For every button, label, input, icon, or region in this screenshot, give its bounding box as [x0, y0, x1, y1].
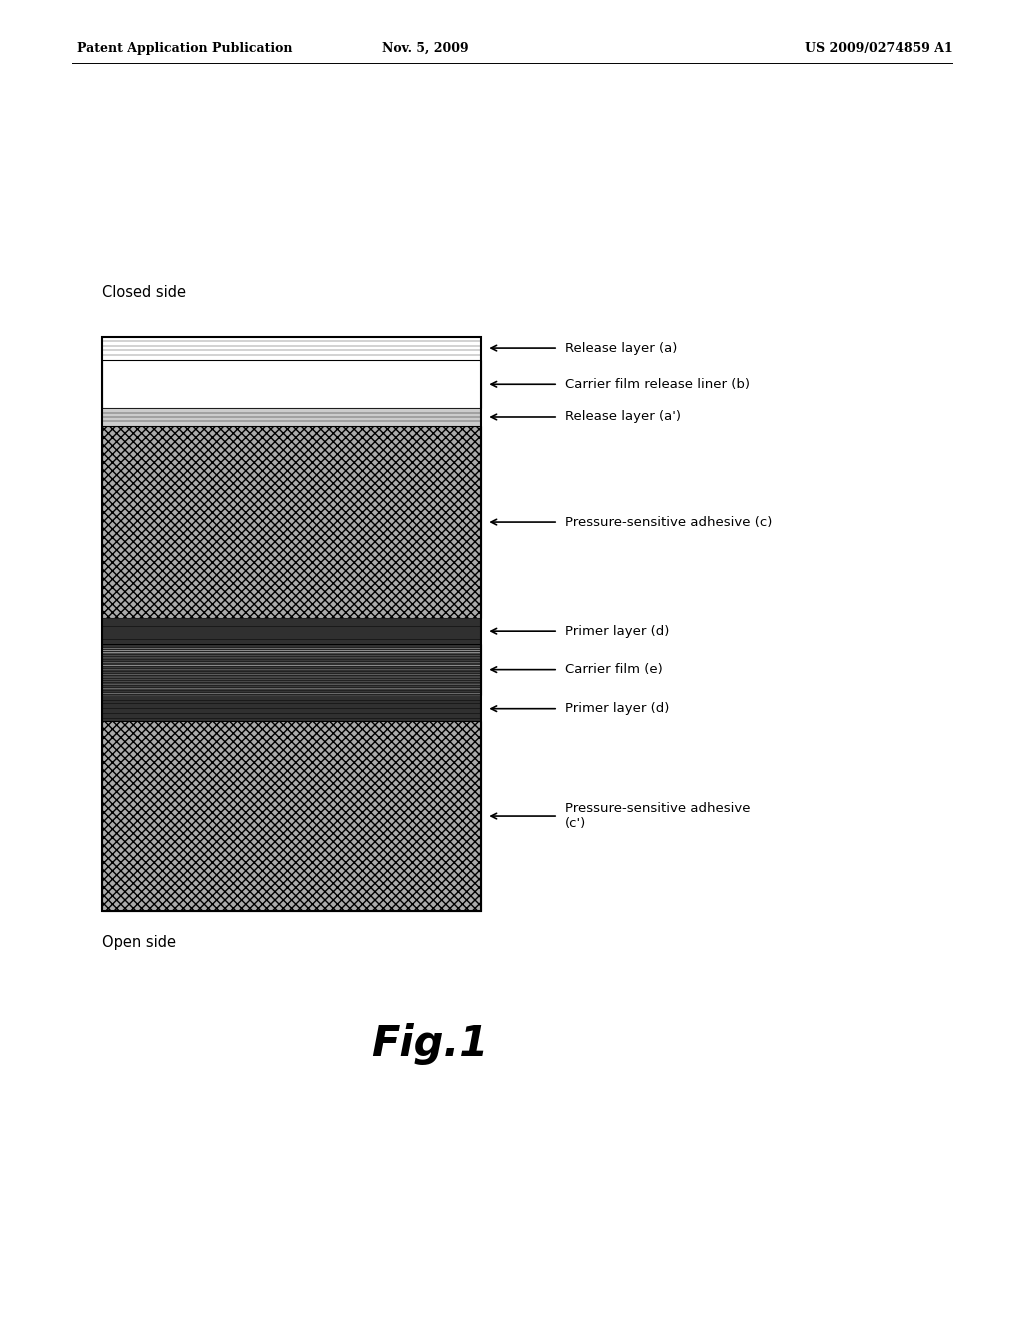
Text: Pressure-sensitive adhesive (c): Pressure-sensitive adhesive (c) — [565, 516, 773, 528]
Text: Carrier film (e): Carrier film (e) — [565, 663, 663, 676]
Text: Release layer (a'): Release layer (a') — [565, 411, 681, 424]
Text: Carrier film release liner (b): Carrier film release liner (b) — [565, 378, 751, 391]
Text: Pressure-sensitive adhesive
(c'): Pressure-sensitive adhesive (c') — [565, 803, 751, 830]
Bar — [102, 425, 481, 618]
Text: Closed side: Closed side — [102, 285, 186, 300]
Text: Patent Application Publication: Patent Application Publication — [77, 42, 292, 55]
Bar — [102, 337, 481, 911]
Text: Open side: Open side — [102, 935, 176, 949]
Bar — [102, 618, 481, 644]
Text: Fig.1: Fig.1 — [372, 1023, 488, 1065]
Bar — [102, 359, 481, 408]
Text: Release layer (a): Release layer (a) — [565, 342, 678, 355]
Text: Primer layer (d): Primer layer (d) — [565, 702, 670, 715]
Text: US 2009/0274859 A1: US 2009/0274859 A1 — [805, 42, 952, 55]
Bar — [102, 337, 481, 359]
Text: Nov. 5, 2009: Nov. 5, 2009 — [382, 42, 468, 55]
Bar — [102, 696, 481, 721]
Bar — [102, 721, 481, 911]
Text: Primer layer (d): Primer layer (d) — [565, 624, 670, 638]
Bar — [102, 644, 481, 696]
Bar — [102, 408, 481, 425]
